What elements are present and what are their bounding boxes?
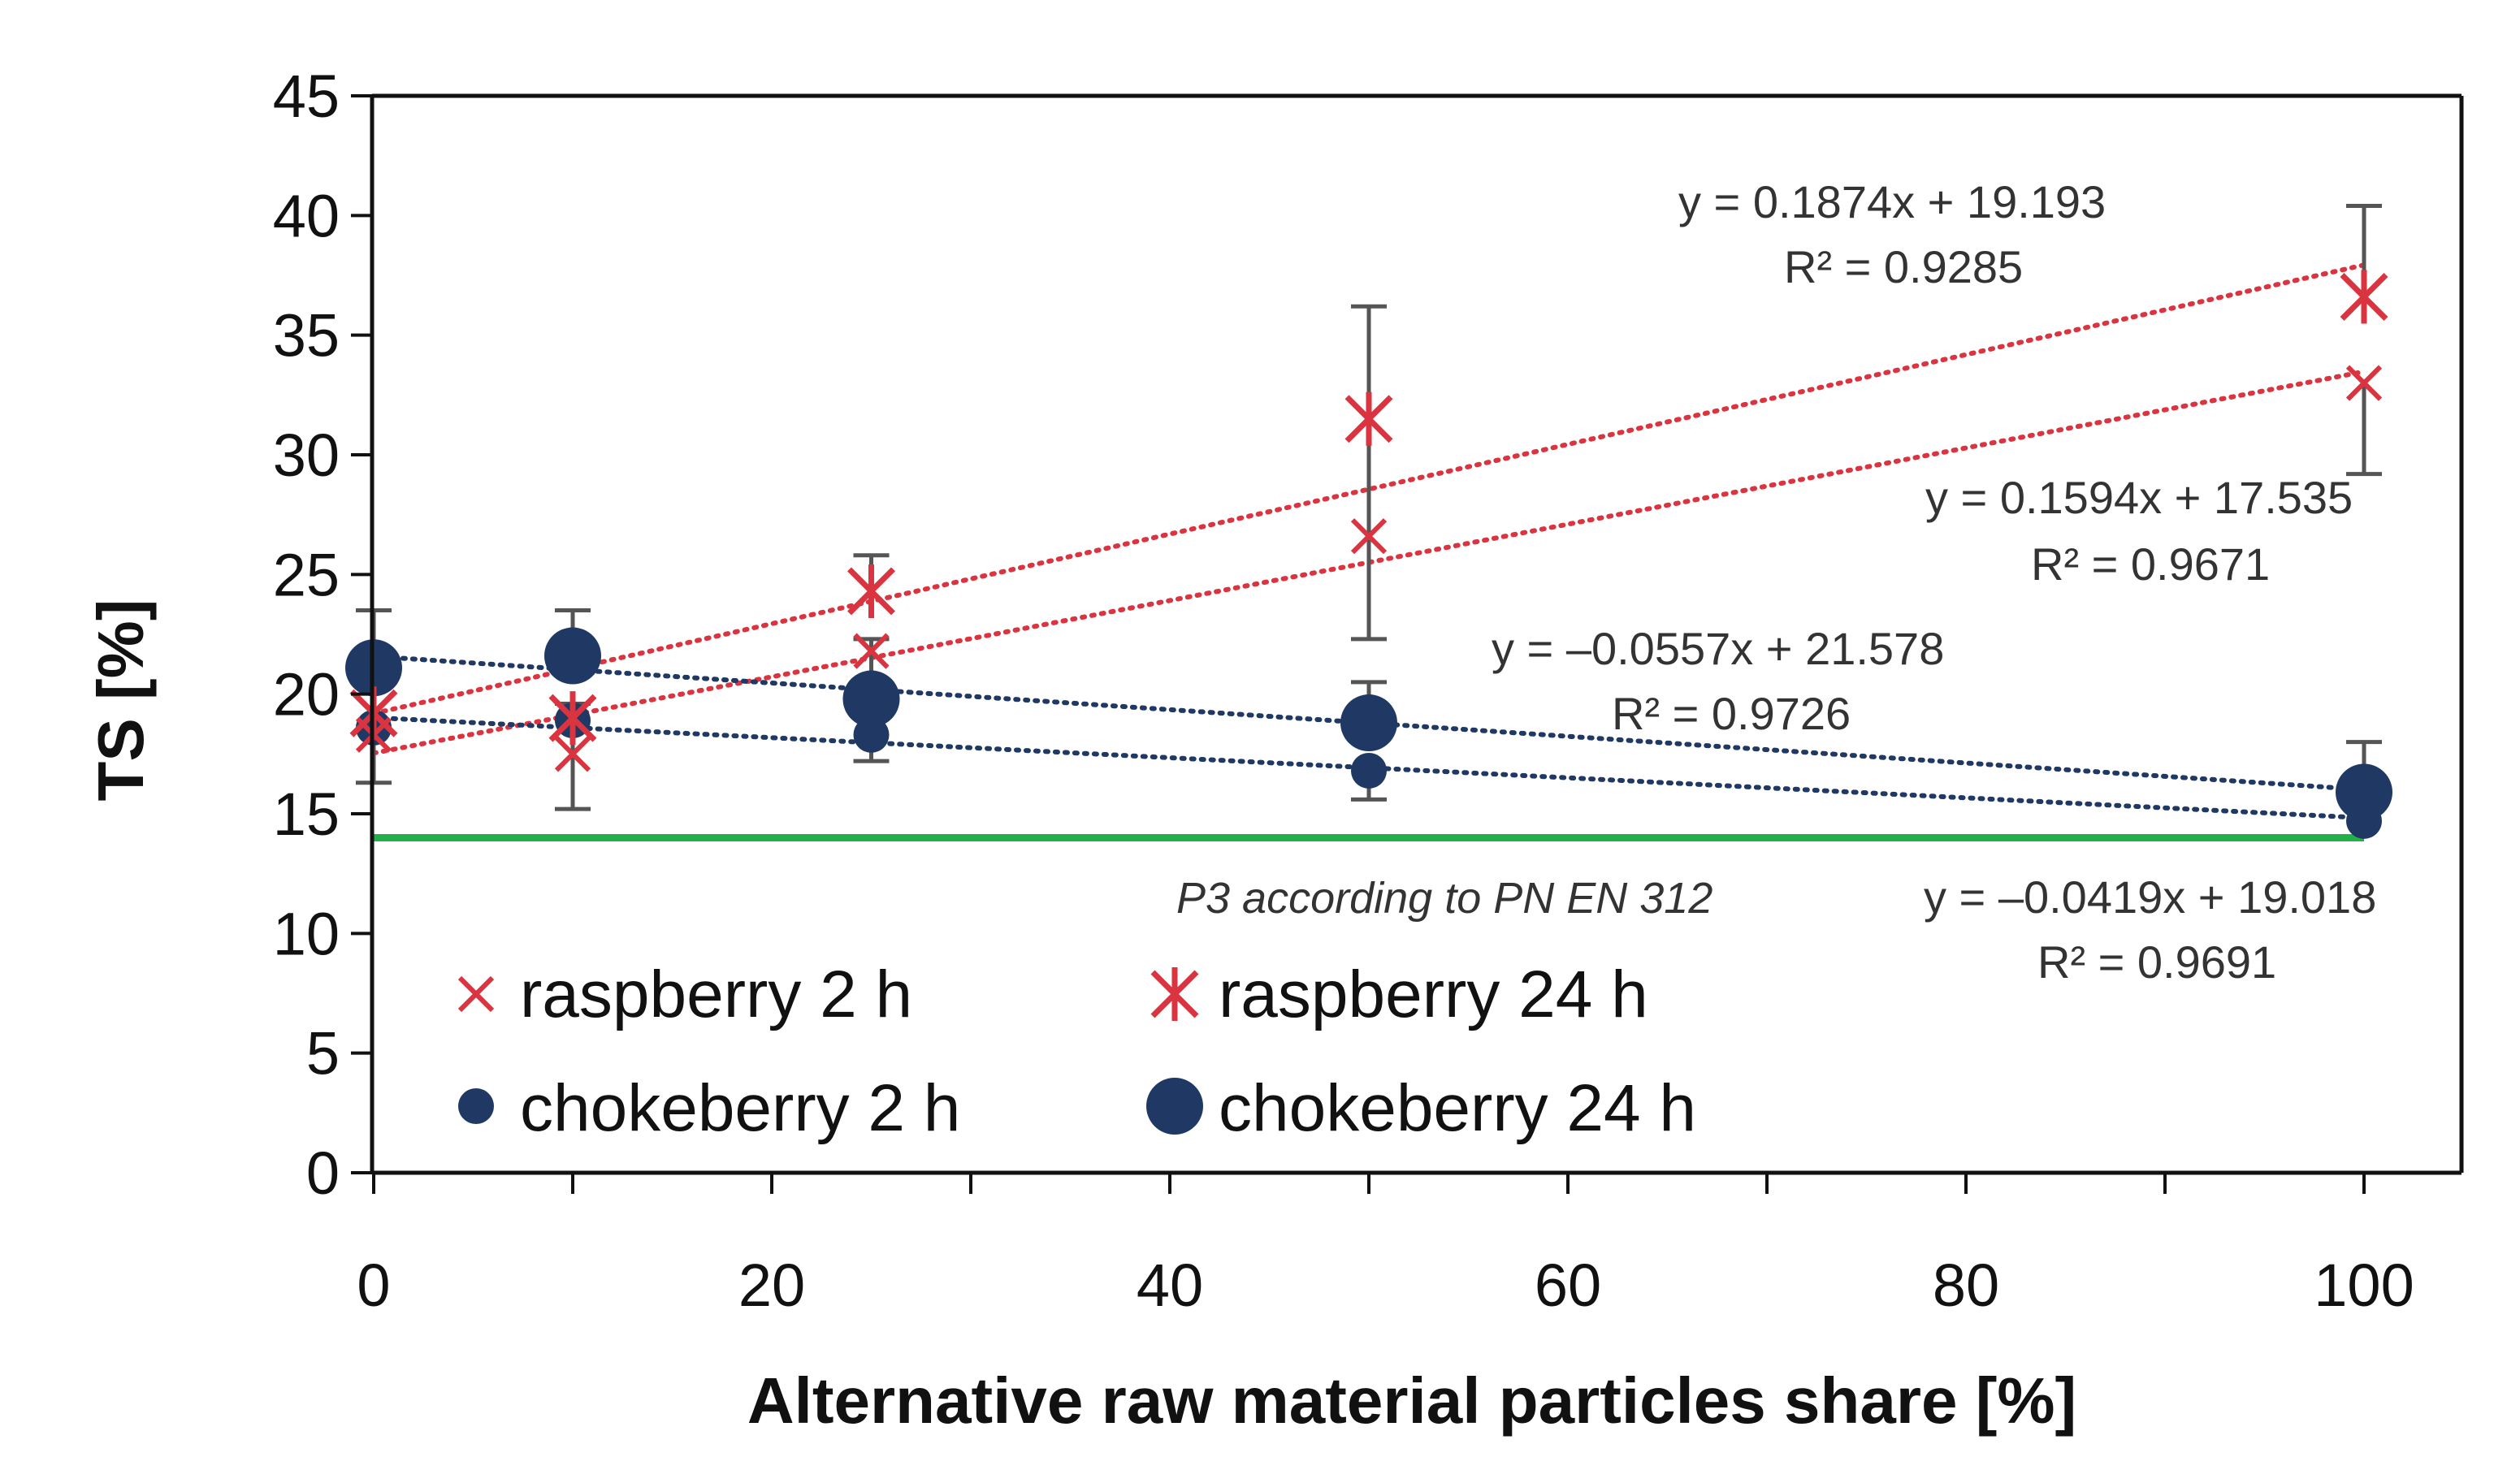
legend-label: raspberry 24 h [1219, 958, 1648, 1031]
trend-equation: y = –0.0419x + 19.018 [1924, 871, 2376, 923]
y-tick-label: 0 [306, 1139, 340, 1207]
data-point [2345, 365, 2383, 401]
trend-equation: y = 0.1874x + 19.193 [1678, 176, 2106, 227]
legend-label: chokeberry 24 h [1219, 1071, 1696, 1145]
annotations: P3 according to PN EN 312 y = 0.1594x + 1… [1176, 176, 2376, 988]
x-tick-label: 60 [1535, 1252, 1601, 1319]
y-tick-label: 30 [273, 422, 340, 489]
data-point [1340, 694, 1397, 752]
trend-r-squared: R² = 0.9285 [1784, 241, 2023, 292]
data-point [2336, 763, 2392, 821]
data-point [1350, 518, 1388, 555]
x-tick-label: 100 [2314, 1252, 2414, 1319]
error-bars [356, 204, 2382, 811]
y-tick-label: 45 [273, 63, 340, 130]
x-tick-label: 0 [357, 1252, 390, 1319]
data-point [842, 670, 900, 728]
trend-equation: y = 0.1594x + 17.535 [1925, 472, 2353, 523]
y-tick-label: 20 [273, 661, 340, 729]
x-axis-title: Alternative raw material particles share… [747, 1364, 2076, 1437]
trend-r-squared: R² = 0.9691 [2037, 936, 2276, 988]
legend-label: raspberry 2 h [520, 958, 912, 1031]
data-point [2340, 270, 2388, 324]
data-point [847, 564, 895, 618]
y-tick-label: 10 [273, 900, 340, 967]
data-point [544, 627, 601, 685]
data-point [548, 691, 597, 746]
y-tick-label: 25 [273, 541, 340, 608]
data-point [853, 633, 890, 669]
x-tick-label: 20 [738, 1252, 805, 1319]
trend-equation: y = –0.0557x + 21.578 [1492, 623, 1944, 674]
data-point [1351, 752, 1387, 789]
x-tick-label: 40 [1137, 1252, 1203, 1319]
y-tick-label: 35 [273, 302, 340, 370]
y-axis-title: TS [%] [84, 599, 157, 802]
legend-marker [1150, 967, 1199, 1021]
legend: raspberry 2 h raspberry 24 h chokeberry 2 … [457, 958, 1696, 1145]
data-point [1344, 391, 1393, 446]
trend-r-squared: R² = 0.9671 [2031, 538, 2270, 590]
legend-label: chokeberry 2 h [520, 1071, 960, 1145]
y-tick-label: 5 [306, 1020, 340, 1087]
legend-marker [457, 975, 495, 1013]
legend-marker [458, 1088, 494, 1124]
legend-marker [1146, 1078, 1203, 1135]
data-markers [345, 270, 2392, 839]
reference-line-label: P3 according to PN EN 312 [1176, 874, 1712, 923]
y-tick-label: 15 [273, 780, 340, 848]
axes: 0 5 10 15 20 25 30 35 40 45 0 20 40 60 80 100 Alternativ… [84, 63, 2464, 1437]
trend-r-squared: R² = 0.9726 [1612, 688, 1851, 739]
trendline-1 [371, 262, 2366, 716]
x-tick-label: 80 [1933, 1252, 1999, 1319]
y-tick-label: 40 [273, 182, 340, 249]
data-point [554, 736, 591, 772]
